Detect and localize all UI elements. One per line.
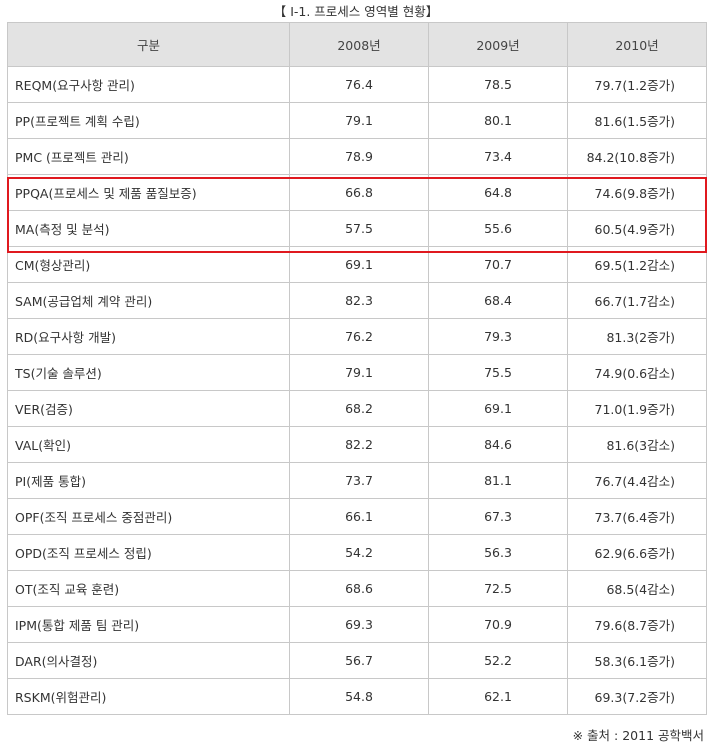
table-body: REQM(요구사항 관리) 76.4 78.5 79.7(1.2증가) PP(프로젝트 … (7, 66, 707, 715)
cell-2010: 81.6(1.5증가) (567, 102, 707, 139)
header-2008: 2008년 (289, 22, 429, 67)
cell-2009: 70.9 (428, 606, 568, 643)
table-row: OT(조직 교육 훈련) 68.6 72.5 68.5(4감소) (7, 570, 707, 607)
cell-2010: 69.5(1.2감소) (567, 246, 707, 283)
table-row: CM(형상관리) 69.1 70.7 69.5(1.2감소) (7, 246, 707, 283)
cell-2008: 76.4 (289, 66, 429, 103)
cell-2010: 71.0(1.9증가) (567, 390, 707, 427)
cell-2008: 66.1 (289, 498, 429, 535)
cell-2009: 70.7 (428, 246, 568, 283)
header-category: 구분 (7, 22, 290, 67)
cell-2010: 81.6(3감소) (567, 426, 707, 463)
header-2010: 2010년 (567, 22, 707, 67)
cell-2009: 84.6 (428, 426, 568, 463)
table-row: DAR(의사결정) 56.7 52.2 58.3(6.1증가) (7, 642, 707, 679)
cell-2009: 69.1 (428, 390, 568, 427)
cell-2010: 58.3(6.1증가) (567, 642, 707, 679)
table-row: RSKM(위험관리) 54.8 62.1 69.3(7.2증가) (7, 678, 707, 715)
cell-2008: 79.1 (289, 102, 429, 139)
cell-category: CM(형상관리) (7, 246, 290, 283)
cell-2008: 68.2 (289, 390, 429, 427)
cell-category: VAL(확인) (7, 426, 290, 463)
cell-2009: 79.3 (428, 318, 568, 355)
cell-2008: 73.7 (289, 462, 429, 499)
cell-2009: 67.3 (428, 498, 568, 535)
process-area-table: 구분 2008년 2009년 2010년 REQM(요구사항 관리) 76.4 78… (7, 22, 707, 715)
cell-2010: 66.7(1.7감소) (567, 282, 707, 319)
cell-2010: 81.3(2증가) (567, 318, 707, 355)
cell-2009: 62.1 (428, 678, 568, 715)
cell-category: RD(요구사항 개발) (7, 318, 290, 355)
cell-2008: 79.1 (289, 354, 429, 391)
header-2009: 2009년 (428, 22, 568, 67)
source-note: ※ 출처 : 2011 공학백서 (572, 728, 704, 743)
cell-2009: 55.6 (428, 210, 568, 247)
table-row: OPF(조직 프로세스 중점관리) 66.1 67.3 73.7(6.4증가) (7, 498, 707, 535)
cell-2009: 81.1 (428, 462, 568, 499)
cell-2008: 69.1 (289, 246, 429, 283)
cell-2010: 84.2(10.8증가) (567, 138, 707, 175)
cell-category: RSKM(위험관리) (7, 678, 290, 715)
cell-category: SAM(공급업체 계약 관리) (7, 282, 290, 319)
cell-2008: 76.2 (289, 318, 429, 355)
cell-2009: 73.4 (428, 138, 568, 175)
cell-2010: 62.9(6.6증가) (567, 534, 707, 571)
cell-category: PI(제품 통합) (7, 462, 290, 499)
cell-2009: 64.8 (428, 174, 568, 211)
cell-2009: 80.1 (428, 102, 568, 139)
cell-2010: 74.6(9.8증가) (567, 174, 707, 211)
cell-2008: 82.3 (289, 282, 429, 319)
table-row: SAM(공급업체 계약 관리) 82.3 68.4 66.7(1.7감소) (7, 282, 707, 319)
table-caption: 【 I-1. 프로세스 영역별 현황】 (273, 4, 439, 19)
cell-2010: 73.7(6.4증가) (567, 498, 707, 535)
cell-2009: 75.5 (428, 354, 568, 391)
cell-category: DAR(의사결정) (7, 642, 290, 679)
cell-category: MA(측정 및 분석) (7, 210, 290, 247)
cell-2008: 78.9 (289, 138, 429, 175)
cell-2010: 74.9(0.6감소) (567, 354, 707, 391)
cell-2009: 52.2 (428, 642, 568, 679)
cell-2008: 54.8 (289, 678, 429, 715)
cell-2008: 57.5 (289, 210, 429, 247)
cell-2008: 54.2 (289, 534, 429, 571)
cell-category: PP(프로젝트 계획 수립) (7, 102, 290, 139)
cell-2009: 68.4 (428, 282, 568, 319)
table-row: OPD(조직 프로세스 정립) 54.2 56.3 62.9(6.6증가) (7, 534, 707, 571)
table-row: REQM(요구사항 관리) 76.4 78.5 79.7(1.2증가) (7, 66, 707, 103)
table-row: PI(제품 통합) 73.7 81.1 76.7(4.4감소) (7, 462, 707, 499)
table-row: PPQA(프로세스 및 제품 품질보증) 66.8 64.8 74.6(9.8증가) (7, 174, 707, 211)
cell-2010: 68.5(4감소) (567, 570, 707, 607)
cell-2008: 66.8 (289, 174, 429, 211)
cell-category: REQM(요구사항 관리) (7, 66, 290, 103)
cell-category: PMC (프로젝트 관리) (7, 138, 290, 175)
table-row: PMC (프로젝트 관리) 78.9 73.4 84.2(10.8증가) (7, 138, 707, 175)
table-row: MA(측정 및 분석) 57.5 55.6 60.5(4.9증가) (7, 210, 707, 247)
table-row: TS(기술 솔루션) 79.1 75.5 74.9(0.6감소) (7, 354, 707, 391)
cell-2008: 68.6 (289, 570, 429, 607)
cell-2008: 82.2 (289, 426, 429, 463)
cell-category: TS(기술 솔루션) (7, 354, 290, 391)
cell-2009: 78.5 (428, 66, 568, 103)
table-header-row: 구분 2008년 2009년 2010년 (7, 22, 707, 67)
cell-2010: 69.3(7.2증가) (567, 678, 707, 715)
cell-category: OPF(조직 프로세스 중점관리) (7, 498, 290, 535)
table-row: VAL(확인) 82.2 84.6 81.6(3감소) (7, 426, 707, 463)
cell-2009: 72.5 (428, 570, 568, 607)
table-row: PP(프로젝트 계획 수립) 79.1 80.1 81.6(1.5증가) (7, 102, 707, 139)
cell-2010: 60.5(4.9증가) (567, 210, 707, 247)
cell-category: OPD(조직 프로세스 정립) (7, 534, 290, 571)
cell-category: IPM(통합 제품 팀 관리) (7, 606, 290, 643)
table-row: VER(검증) 68.2 69.1 71.0(1.9증가) (7, 390, 707, 427)
cell-2010: 79.7(1.2증가) (567, 66, 707, 103)
table-row: IPM(통합 제품 팀 관리) 69.3 70.9 79.6(8.7증가) (7, 606, 707, 643)
cell-2009: 56.3 (428, 534, 568, 571)
cell-category: VER(검증) (7, 390, 290, 427)
cell-2008: 56.7 (289, 642, 429, 679)
cell-2008: 69.3 (289, 606, 429, 643)
cell-2010: 76.7(4.4감소) (567, 462, 707, 499)
table-row: RD(요구사항 개발) 76.2 79.3 81.3(2증가) (7, 318, 707, 355)
cell-category: OT(조직 교육 훈련) (7, 570, 290, 607)
cell-category: PPQA(프로세스 및 제품 품질보증) (7, 174, 290, 211)
cell-2010: 79.6(8.7증가) (567, 606, 707, 643)
